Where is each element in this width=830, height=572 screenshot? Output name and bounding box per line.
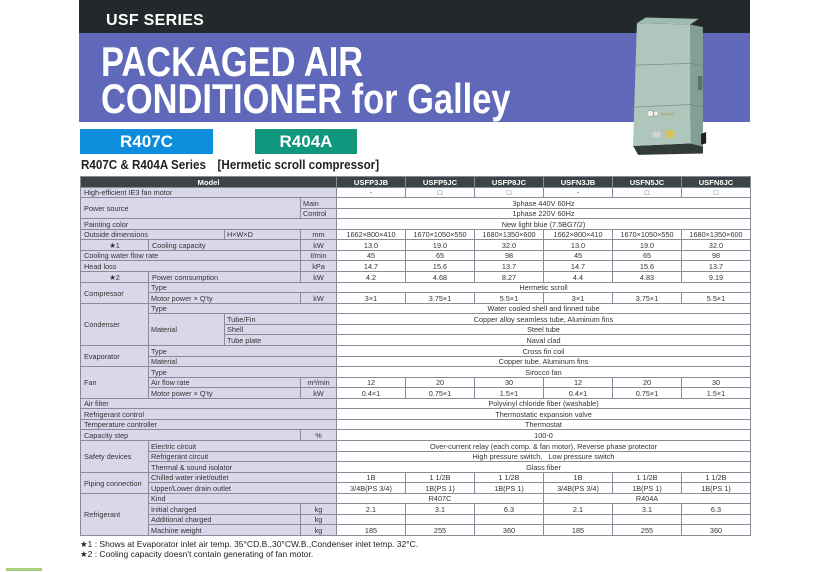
svg-text:SANYO: SANYO bbox=[661, 112, 674, 116]
